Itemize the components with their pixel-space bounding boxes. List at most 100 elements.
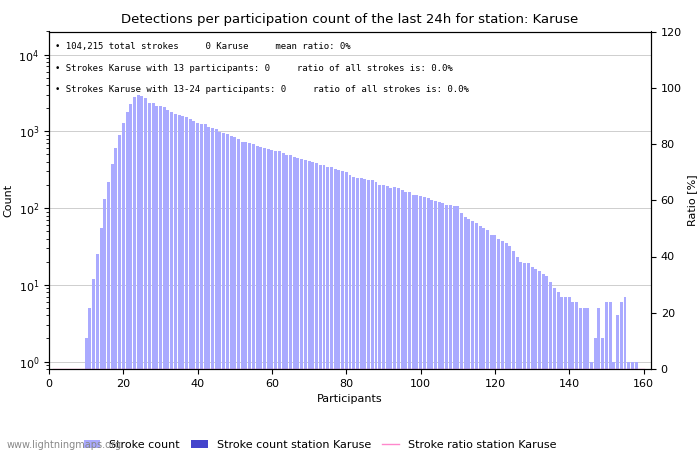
- Bar: [274, 151, 277, 450]
- Bar: [494, 235, 496, 450]
- Text: www.lightningmaps.org: www.lightningmaps.org: [7, 440, 122, 450]
- Stroke ratio station Karuse: [431, 366, 440, 372]
- Bar: [204, 125, 206, 450]
- Bar: [170, 112, 173, 450]
- Bar: [130, 104, 132, 450]
- Bar: [405, 192, 407, 450]
- Bar: [556, 292, 559, 450]
- Bar: [415, 195, 419, 450]
- Bar: [550, 282, 552, 450]
- Bar: [486, 230, 489, 450]
- Bar: [141, 96, 144, 450]
- Bar: [241, 142, 244, 450]
- Bar: [523, 263, 526, 450]
- Bar: [248, 143, 251, 450]
- Bar: [393, 187, 396, 450]
- Bar: [263, 148, 266, 450]
- Bar: [382, 185, 385, 450]
- Bar: [590, 361, 593, 450]
- Bar: [207, 127, 210, 450]
- Bar: [162, 108, 166, 450]
- Bar: [252, 144, 255, 450]
- Bar: [323, 165, 326, 450]
- Bar: [587, 308, 589, 450]
- Bar: [601, 338, 604, 450]
- Bar: [144, 98, 147, 450]
- Bar: [419, 196, 422, 450]
- Bar: [122, 122, 125, 450]
- Bar: [367, 180, 370, 450]
- Bar: [289, 155, 292, 450]
- Bar: [400, 189, 403, 450]
- Bar: [363, 179, 366, 450]
- Bar: [468, 220, 470, 450]
- Stroke ratio station Karuse: [639, 366, 648, 372]
- Bar: [222, 133, 225, 450]
- Bar: [542, 274, 545, 450]
- Bar: [463, 217, 467, 450]
- Bar: [148, 103, 150, 450]
- Bar: [631, 361, 634, 450]
- Bar: [85, 338, 88, 450]
- Bar: [226, 134, 229, 450]
- Bar: [178, 115, 181, 450]
- Bar: [326, 167, 329, 450]
- Bar: [460, 213, 463, 450]
- Bar: [189, 118, 192, 450]
- Bar: [579, 308, 582, 450]
- Bar: [118, 135, 121, 450]
- Bar: [185, 117, 188, 450]
- Bar: [378, 185, 382, 450]
- Bar: [571, 302, 575, 450]
- Bar: [259, 147, 262, 450]
- Bar: [114, 148, 118, 450]
- Bar: [107, 182, 110, 450]
- Bar: [371, 180, 374, 450]
- Bar: [423, 197, 426, 450]
- Bar: [531, 267, 533, 450]
- Bar: [181, 116, 184, 450]
- X-axis label: Participants: Participants: [317, 394, 383, 404]
- Stroke ratio station Karuse: [375, 366, 384, 372]
- Bar: [237, 139, 240, 450]
- Bar: [560, 297, 564, 450]
- Bar: [159, 107, 162, 450]
- Bar: [318, 165, 322, 450]
- Bar: [508, 246, 511, 450]
- Bar: [230, 136, 232, 450]
- Bar: [449, 205, 452, 450]
- Bar: [155, 105, 158, 450]
- Bar: [397, 188, 400, 450]
- Bar: [167, 110, 169, 450]
- Bar: [270, 150, 274, 450]
- Bar: [341, 171, 344, 450]
- Bar: [300, 159, 303, 450]
- Bar: [345, 172, 348, 450]
- Bar: [408, 192, 411, 450]
- Stroke ratio station Karuse: [531, 366, 540, 372]
- Bar: [312, 162, 314, 450]
- Bar: [352, 177, 355, 450]
- Text: • Strokes Karuse with 13-24 participants: 0     ratio of all strokes is: 0.0%: • Strokes Karuse with 13-24 participants…: [55, 86, 469, 94]
- Bar: [152, 104, 155, 450]
- Bar: [349, 175, 351, 450]
- Bar: [330, 167, 333, 450]
- Bar: [136, 95, 140, 450]
- Title: Detections per participation count of the last 24h for station: Karuse: Detections per participation count of th…: [121, 13, 579, 26]
- Bar: [430, 200, 433, 450]
- Y-axis label: Ratio [%]: Ratio [%]: [687, 175, 697, 226]
- Bar: [360, 178, 363, 450]
- Bar: [215, 129, 218, 450]
- Bar: [99, 228, 102, 450]
- Bar: [278, 152, 281, 450]
- Legend: Stroke count, Stroke count station Karuse, Stroke ratio station Karuse: Stroke count, Stroke count station Karus…: [79, 435, 561, 450]
- Bar: [434, 201, 437, 450]
- Bar: [307, 161, 311, 450]
- Bar: [445, 205, 448, 450]
- Bar: [582, 308, 586, 450]
- Bar: [286, 155, 288, 450]
- Bar: [605, 302, 608, 450]
- Bar: [568, 297, 570, 450]
- Bar: [612, 361, 615, 450]
- Bar: [598, 308, 601, 450]
